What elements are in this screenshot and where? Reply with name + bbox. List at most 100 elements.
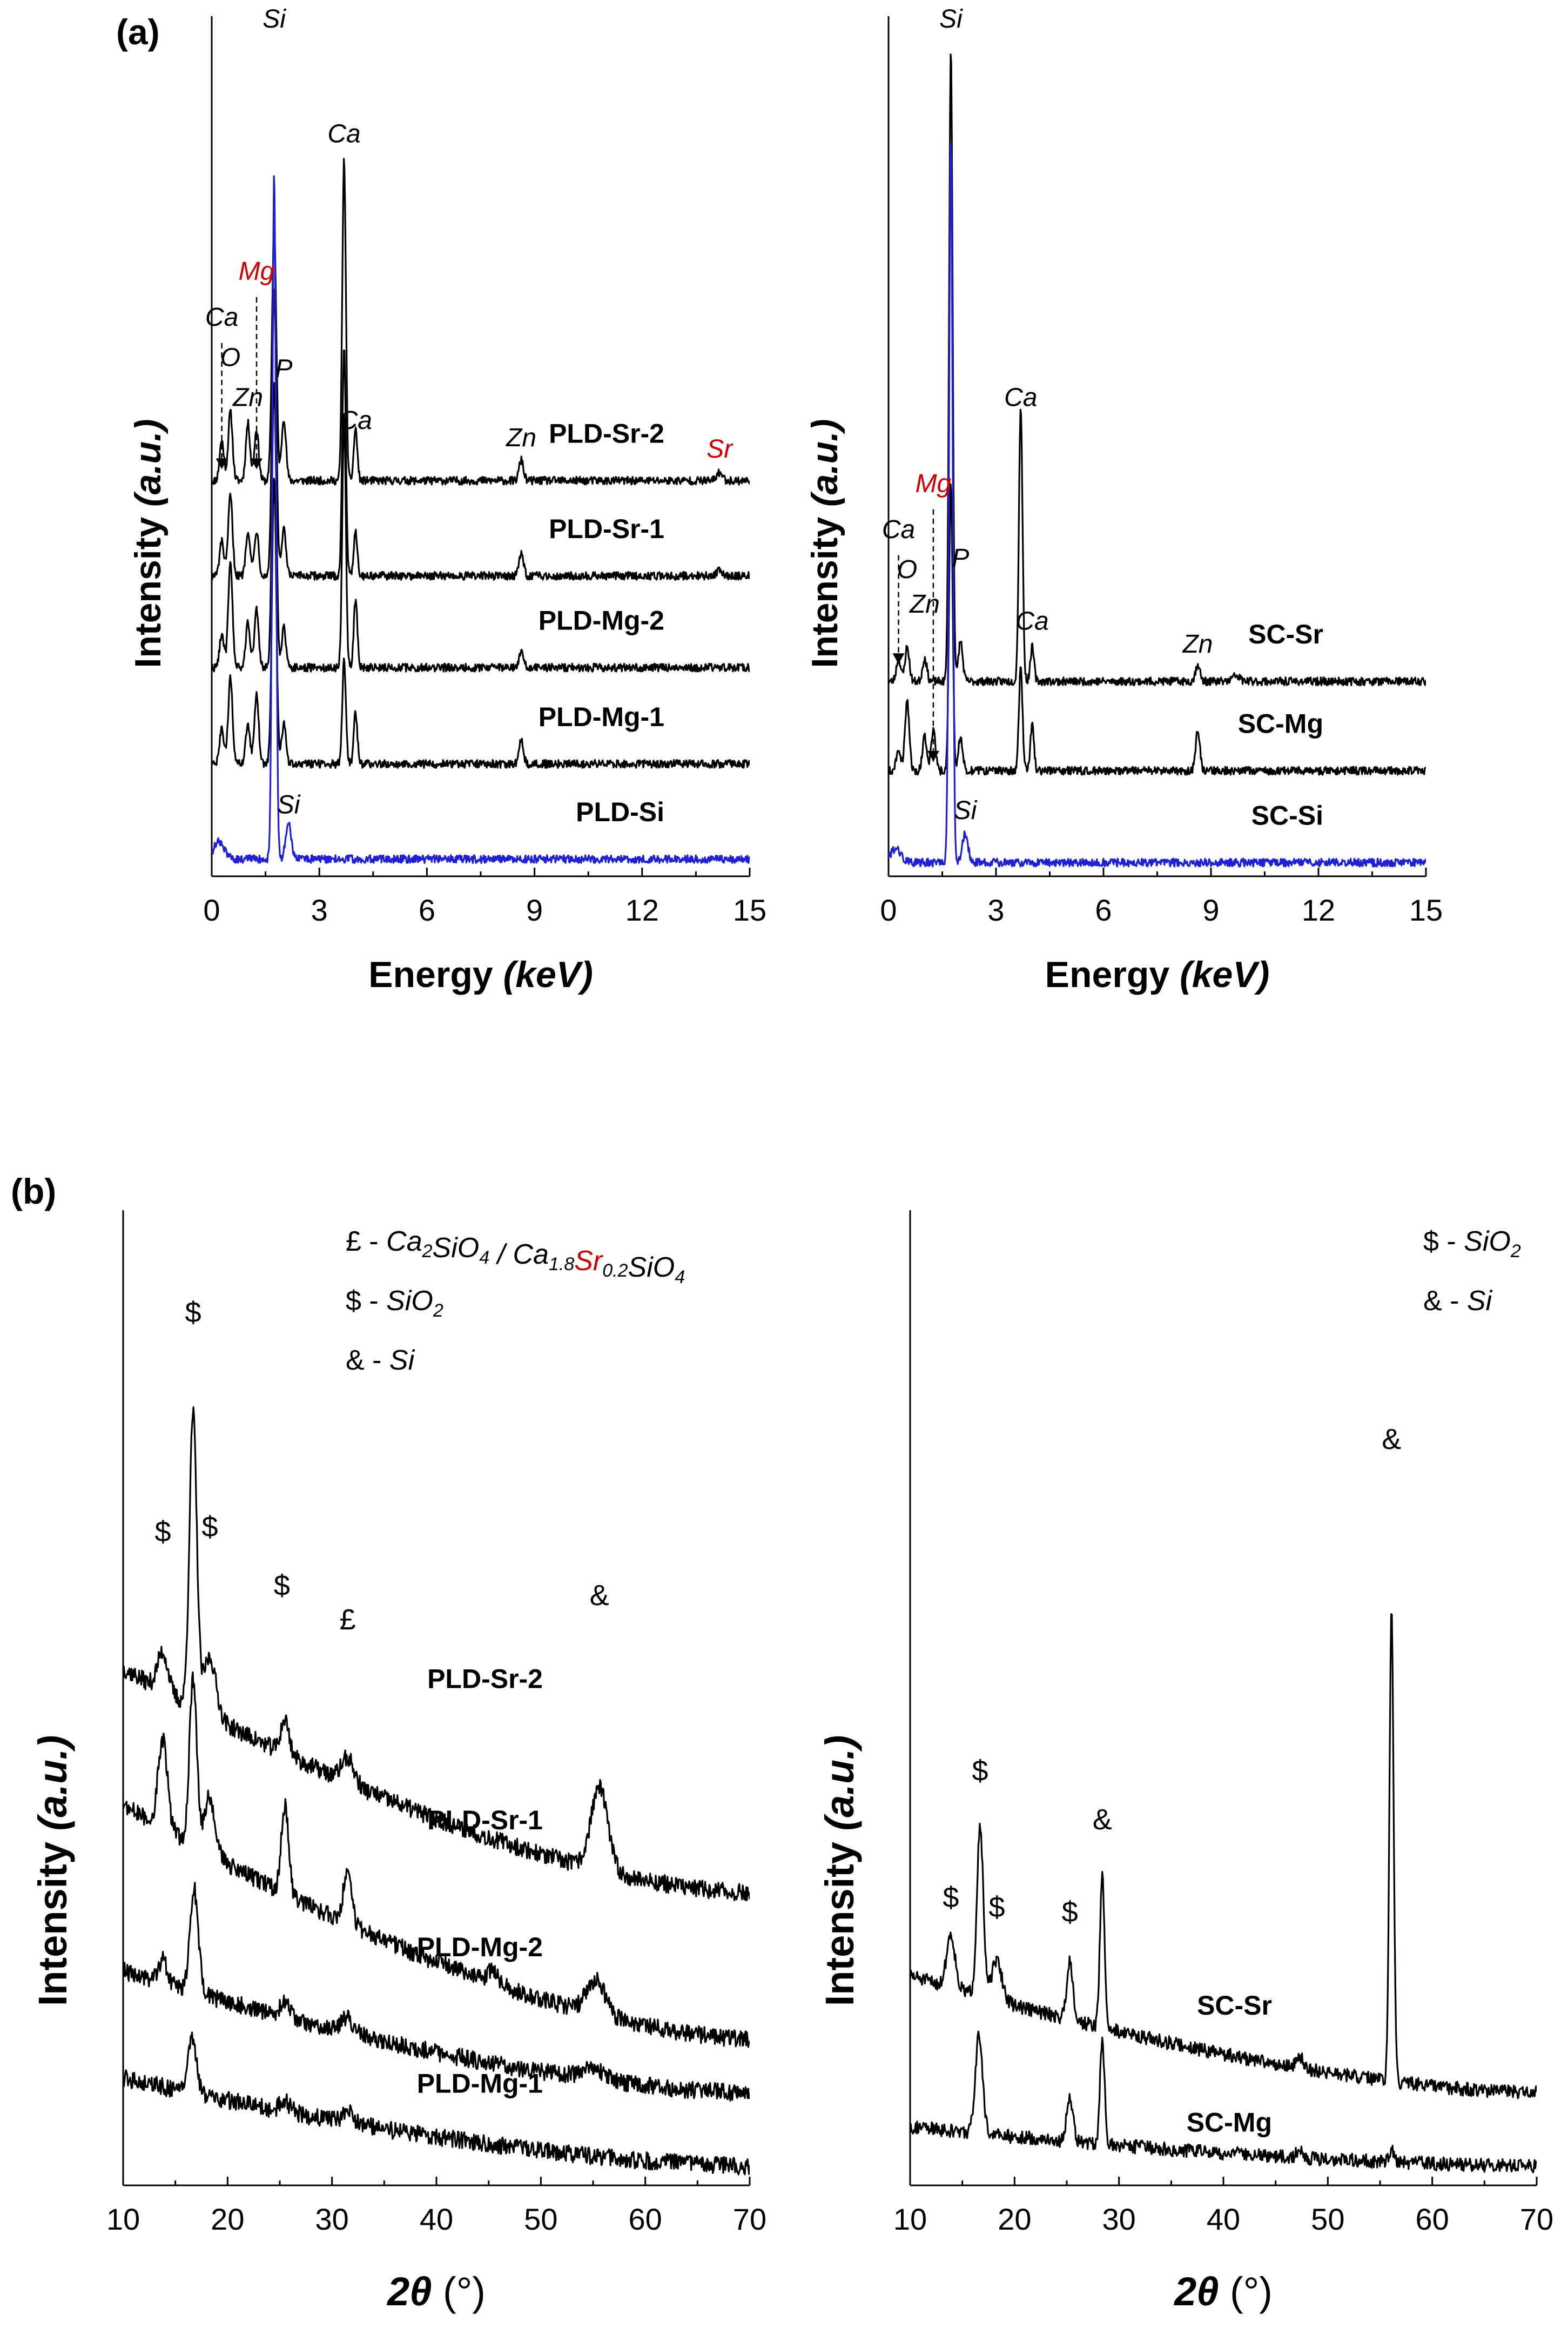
x-tick-label: 40 [1207,2202,1240,2236]
x-axis-label: 2θ (°) [1173,2269,1273,2314]
series-line-sc-sr [910,1613,1537,2099]
peak-annotation: Si [939,5,963,33]
x-tick-label: 50 [524,2202,557,2236]
y-axis-label: Intensity (a.u.) [817,1735,862,2007]
x-tick-label: 50 [1311,2202,1344,2236]
series-line-sc-mg [889,483,1426,776]
peak-annotation: Ca [339,406,372,435]
x-tick-label: 0 [203,893,220,927]
panel-a-label: (a) [116,12,160,52]
peak-annotation: Sr [706,435,733,464]
peak-annotation: £ [340,1603,356,1636]
x-tick-label: 0 [880,893,897,927]
peak-annotation: Si [954,796,978,825]
peak-annotation: P [275,355,292,384]
legend-entry: $ - SiO2 [346,1285,443,1321]
x-tick-label: 40 [420,2202,453,2236]
series-label-pld-sr-2: PLD-Sr-2 [427,1663,543,1694]
marker-arrow [251,458,263,469]
series-label-pld-mg-1: PLD-Mg-1 [539,702,664,732]
peak-annotation: Ca [327,119,360,148]
x-tick-label: 70 [733,2202,766,2236]
legend-entry: & - Si [1423,1285,1493,1317]
chart-eds-pld: 0 3 6 9 12 15 Energy (keV) Intensity (a.u.) PLD-… [127,5,766,995]
peak-annotation: Ca [882,515,915,544]
peak-annotation: Mg [239,257,275,286]
legend-entry: £ - Ca2SiO4 / Ca1.8Sr0.2SiO4 [346,1226,685,1287]
series-line-sc-mg [910,2030,1537,2173]
peak-annotation: Ca [1004,384,1037,412]
chart-xrd-pld: 10 20 30 40 50 60 70 2θ (°) Intensity (a.u.) PLD-… [30,1210,766,2314]
marker-arrow [216,458,228,469]
peak-annotation: $ [154,1516,171,1548]
y-axis-label: Intensity (a.u.) [804,419,845,668]
series-line-pld-mg-1 [123,2031,750,2176]
series-label-sc-mg: SC-Mg [1187,2108,1272,2138]
peak-annotation: Si [277,790,301,819]
peak-annotation: O [897,555,917,584]
x-tick-label: 30 [1102,2202,1136,2236]
peak-annotation: $ [972,1755,988,1787]
series-label-sc-mg: SC-Mg [1238,709,1323,739]
marker-arrow [927,750,939,762]
chart-eds-sc: 0 3 6 9 12 15 Energy (keV) Intensity (a.u.) SC-S… [804,5,1443,995]
series-line-pld-sr-2 [212,158,750,486]
series-line-sc-si [889,142,1426,868]
series-line-pld-mg-1 [212,478,750,769]
x-tick-label: 10 [893,2202,927,2236]
peak-annotation: Ca [205,303,238,332]
x-tick-label: 70 [1520,2202,1553,2236]
peak-annotation: & [590,1579,609,1612]
series-line-pld-si [212,175,750,864]
legend-entry: $ - SiO2 [1423,1226,1521,1262]
series-label-pld-mg-1: PLD-Mg-1 [417,2069,543,2099]
series-label-pld-mg-2: PLD-Mg-2 [539,606,664,636]
x-tick-label: 12 [1302,893,1335,927]
series-line-pld-sr-1 [212,288,750,581]
x-tick-label: 15 [733,893,766,927]
peak-annotation: $ [1062,1896,1078,1929]
x-tick-label: 30 [315,2202,349,2236]
peak-annotation: & [1382,1423,1401,1455]
x-tick-label: 60 [1416,2202,1449,2236]
x-tick-label: 12 [625,893,659,927]
panel-b-label: (b) [11,1171,56,1211]
x-tick-label: 3 [987,893,1004,927]
x-axis-label: Energy (keV) [368,954,593,995]
peak-annotation: $ [988,1891,1005,1924]
peak-annotation: Si [263,5,286,33]
x-tick-label: 20 [998,2202,1031,2236]
series-line-pld-sr-1 [123,1671,750,2048]
x-tick-label: 60 [629,2202,662,2236]
y-axis-label: Intensity (a.u.) [30,1735,75,2007]
x-tick-label: 3 [311,893,328,927]
peak-annotation: & [1093,1803,1112,1836]
series-label-sc-sr: SC-Sr [1197,1990,1272,2021]
peak-annotation: $ [201,1511,218,1544]
x-axis-label: Energy (keV) [1045,954,1270,995]
peak-annotation: Zn [232,384,263,412]
series-label-pld-sr-1: PLD-Sr-1 [427,1805,543,1835]
peak-annotation: Zn [506,424,536,452]
x-tick-label: 9 [526,893,543,927]
series-line-pld-mg-2 [123,1882,750,2102]
x-tick-label: 9 [1202,893,1219,927]
series-line-sc-sr [889,53,1426,687]
peak-annotation: Zn [909,590,940,619]
peak-annotation: O [220,343,240,372]
series-line-pld-sr-2 [123,1406,750,1902]
marker-arrow [892,653,905,665]
x-tick-label: 6 [419,893,435,927]
chart-xrd-sc: 10 20 30 40 50 60 70 2θ (°) Intensity (a.u.) SC-S… [817,1210,1553,2314]
peak-annotation: $ [185,1297,201,1329]
series-label-sc-sr: SC-Sr [1248,619,1323,649]
peak-annotation: $ [943,1882,959,1914]
peak-annotation: Zn [1182,630,1213,659]
legend-entry: & - Si [346,1345,415,1376]
peak-annotation: Mg [916,469,952,498]
peak-annotation: Ca [1015,607,1048,636]
series-line-pld-mg-2 [212,382,750,673]
x-tick-label: 10 [106,2202,140,2236]
peak-annotation: $ [274,1569,290,1602]
